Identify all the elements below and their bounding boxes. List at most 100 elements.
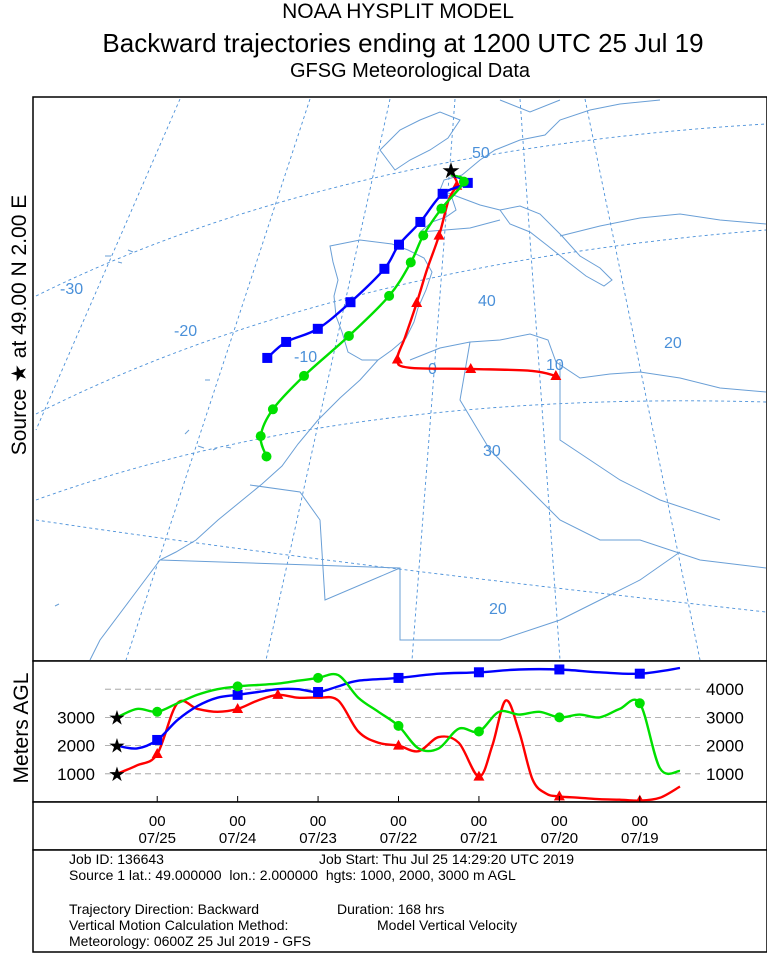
island (105, 249, 134, 264)
height-line-red (116, 693, 681, 802)
lat-label: 20 (489, 601, 507, 618)
coast-italy (499, 205, 613, 287)
chart-subtitle: GFSG Meteorological Data (289, 60, 531, 82)
map-marker-green (405, 257, 416, 268)
height-marker-green (313, 672, 324, 683)
height-marker-green (634, 698, 645, 709)
map-marker-red (550, 370, 562, 380)
map-marker-green (384, 290, 395, 301)
map-marker-blue (379, 263, 390, 274)
island (184, 429, 232, 451)
x-tick-date: 07/21 (460, 830, 498, 847)
map-marker-green (458, 176, 469, 187)
height-marker-green (554, 712, 565, 723)
job-id: Job ID: 136643 (69, 851, 164, 867)
map-marker-green (343, 330, 354, 341)
start-star-icon: ★ (108, 707, 126, 729)
lon-label: 20 (664, 335, 682, 352)
y-tick-label-left: 1000 (57, 765, 95, 784)
source-star-icon: ★ (441, 158, 461, 183)
map-marker-blue (415, 216, 426, 227)
start-star-icon: ★ (108, 764, 126, 786)
lat-30-line (35, 400, 767, 501)
latitude-grid (35, 123, 767, 613)
y-ticks-right: 4000 3000 2000 1000 (706, 680, 744, 784)
height-marker-blue (152, 734, 163, 745)
x-tick-date: 07/20 (541, 830, 579, 847)
x-tick-date: 07/25 (138, 830, 176, 847)
map-marker-blue (393, 239, 404, 250)
start-stars: ★ ★ ★ (108, 707, 126, 785)
height-marker-blue (232, 689, 243, 700)
height-marker-red (473, 770, 485, 781)
map-marker-blue (437, 188, 448, 199)
border-segment (249, 484, 401, 601)
height-marker-blue (393, 672, 404, 683)
meteorology: Meteorology: 0600Z 25 Jul 2019 - GFS (69, 933, 312, 949)
map-trajectory-blue (266, 173, 469, 359)
map-panel: 50 40 30 20 -30 -20 -10 0 10 20 ★ (32, 96, 767, 662)
height-marker-red (272, 688, 284, 699)
x-tick-hour: 00 (631, 813, 648, 830)
height-marker-red (393, 739, 404, 750)
x-tick-date: 07/24 (219, 830, 257, 847)
border-segment (559, 362, 721, 521)
height-marker-green (393, 720, 404, 731)
lat-20-line (35, 519, 767, 613)
vertical-motion-label: Vertical Motion Calculation Method: (69, 917, 289, 933)
source-line: Source 1 lat.: 49.000000 lon.: 2.000000 … (69, 867, 516, 883)
island (54, 603, 60, 607)
lat-label: 30 (483, 443, 501, 460)
map-marker-red (433, 229, 445, 240)
height-marker-red (553, 790, 565, 801)
map-marker-red (465, 362, 477, 373)
trajectory-direction: Trajectory Direction: Backward (69, 901, 260, 917)
lon-label: -10 (294, 349, 317, 366)
title-line-1: NOAA HYSPLIT MODEL (282, 0, 514, 23)
height-marker-red (232, 702, 244, 713)
map-marker-blue (281, 336, 292, 347)
lat-label: 40 (478, 293, 496, 310)
x-tick-hour: 00 (390, 813, 407, 830)
map-marker-green (267, 404, 278, 415)
height-marker-blue (554, 664, 565, 675)
start-star-icon: ★ (108, 736, 126, 758)
map-marker-green (418, 230, 429, 241)
height-frame (32, 660, 767, 803)
y-tick-label-left: 2000 (57, 737, 95, 756)
height-panel: ★ ★ ★ 3000 2000 1000 4000 3000 2000 1000 (32, 660, 767, 805)
lon-m20-line (125, 98, 311, 661)
y-tick-label-right: 2000 (706, 737, 744, 756)
map-marker-blue (345, 297, 356, 308)
lon-label: -30 (60, 281, 83, 298)
vertical-motion-value: Model Vertical Velocity (377, 917, 518, 933)
height-marker-blue (634, 668, 645, 679)
x-tick-hour: 00 (310, 813, 327, 830)
chart-title: Backward trajectories ending at 1200 UTC… (102, 28, 704, 58)
borders (159, 189, 767, 641)
y-tick-label-right: 1000 (706, 765, 744, 784)
x-tick-hour: 00 (471, 813, 488, 830)
coastlines (89, 99, 767, 661)
height-marker-green (152, 706, 163, 717)
map-marker-green (261, 451, 272, 462)
coast-britain (379, 111, 461, 171)
job-start: Job Start: Thu Jul 25 14:29:20 UTC 2019 (319, 851, 575, 867)
islands (54, 249, 232, 607)
height-marker-green (232, 681, 243, 692)
height-marker-blue (473, 667, 484, 678)
x-tick-hour: 00 (229, 813, 246, 830)
map-marker-blue (262, 352, 273, 363)
y-tick-label-right: 3000 (706, 708, 744, 727)
map-marker-red (391, 353, 403, 364)
height-markers (151, 664, 646, 805)
x-tick-hour: 00 (149, 813, 166, 830)
y-tick-label-left: 3000 (57, 708, 95, 727)
map-marker-green (299, 370, 310, 381)
x-tick-date: 07/19 (621, 830, 659, 847)
lon-m30-line (35, 98, 181, 431)
map-trajectories (255, 173, 562, 462)
lon-label: -20 (174, 323, 197, 340)
map-marker-green (255, 431, 266, 442)
lon-label: 10 (546, 357, 564, 374)
